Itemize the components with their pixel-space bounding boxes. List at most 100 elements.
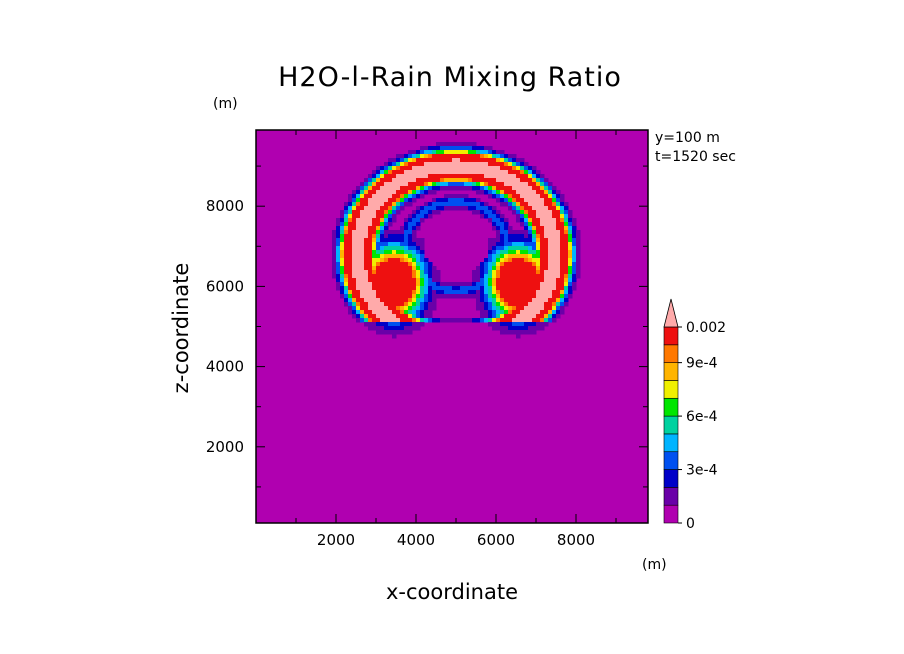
field-cell <box>388 214 393 219</box>
field-cell <box>528 250 533 255</box>
field-cell <box>392 210 397 215</box>
field-cell <box>436 274 441 279</box>
field-cell <box>372 286 377 291</box>
field-cell <box>392 290 397 295</box>
field-cell <box>380 250 385 255</box>
field-cell <box>396 162 401 167</box>
field-cell <box>548 306 553 311</box>
field-cell <box>420 278 425 283</box>
field-cell <box>528 210 533 215</box>
field-cell <box>508 246 513 251</box>
field-cell <box>416 154 421 159</box>
field-cell <box>560 258 565 263</box>
field-cell <box>536 238 541 243</box>
field-cell <box>468 178 473 183</box>
field-cell <box>468 198 473 203</box>
field-cell <box>524 274 529 279</box>
field-cell <box>348 306 353 311</box>
field-cell <box>388 210 393 215</box>
field-cell <box>468 282 473 287</box>
field-cell <box>508 242 513 247</box>
field-cell <box>424 282 429 287</box>
field-cell <box>380 194 385 199</box>
field-cell <box>456 290 461 295</box>
field-cell <box>380 198 385 203</box>
field-cell <box>456 154 461 159</box>
field-cell <box>492 318 497 323</box>
field-cell <box>404 242 409 247</box>
field-cell <box>560 266 565 271</box>
field-cell <box>340 286 345 291</box>
field-cell <box>548 298 553 303</box>
field-cell <box>528 198 533 203</box>
field-cell <box>416 226 421 231</box>
field-cell <box>496 210 501 215</box>
field-cell <box>384 234 389 239</box>
field-cell <box>520 210 525 215</box>
field-cell <box>556 262 561 267</box>
field-cell <box>460 150 465 155</box>
field-cell <box>504 298 509 303</box>
field-cell <box>572 226 577 231</box>
field-cell <box>488 190 493 195</box>
field-cell <box>380 286 385 291</box>
field-cell <box>568 270 573 275</box>
field-cell <box>384 166 389 171</box>
field-cell <box>364 266 369 271</box>
field-cell <box>516 206 521 211</box>
field-cell <box>432 198 437 203</box>
field-cell <box>404 278 409 283</box>
field-cell <box>532 250 537 255</box>
field-cell <box>364 198 369 203</box>
field-cell <box>504 194 509 199</box>
field-cell <box>372 230 377 235</box>
field-cell <box>372 318 377 323</box>
field-cell <box>428 158 433 163</box>
field-cell <box>500 266 505 271</box>
field-cell <box>416 150 421 155</box>
field-cell <box>476 286 481 291</box>
field-cell <box>492 162 497 167</box>
field-cell <box>388 270 393 275</box>
field-cell <box>376 330 381 335</box>
field-cell <box>392 230 397 235</box>
field-cell <box>548 186 553 191</box>
field-cell <box>524 186 529 191</box>
field-cell <box>416 302 421 307</box>
field-cell <box>552 318 557 323</box>
field-cell <box>368 282 373 287</box>
field-cell <box>512 306 517 311</box>
field-cell <box>568 222 573 227</box>
field-cell <box>560 278 565 283</box>
field-cell <box>540 182 545 187</box>
field-cell <box>548 278 553 283</box>
field-cell <box>412 274 417 279</box>
field-cell <box>512 262 517 267</box>
field-cell <box>548 182 553 187</box>
field-cell <box>356 214 361 219</box>
field-cell <box>556 242 561 247</box>
field-cell <box>344 258 349 263</box>
field-cell <box>392 270 397 275</box>
field-cell <box>548 274 553 279</box>
field-cell <box>412 230 417 235</box>
field-cell <box>480 214 485 219</box>
field-cell <box>412 326 417 331</box>
field-cell <box>568 214 573 219</box>
field-cell <box>484 182 489 187</box>
field-cell <box>568 282 573 287</box>
field-cell <box>428 202 433 207</box>
field-cell <box>444 290 449 295</box>
field-cell <box>384 162 389 167</box>
field-cell <box>484 310 489 315</box>
field-cell <box>360 266 365 271</box>
field-cell <box>408 322 413 327</box>
field-cell <box>356 290 361 295</box>
field-cell <box>540 238 545 243</box>
field-cell <box>500 166 505 171</box>
field-cell <box>368 246 373 251</box>
field-cell <box>464 150 469 155</box>
field-cell <box>512 298 517 303</box>
field-cell <box>540 226 545 231</box>
field-cell <box>508 186 513 191</box>
